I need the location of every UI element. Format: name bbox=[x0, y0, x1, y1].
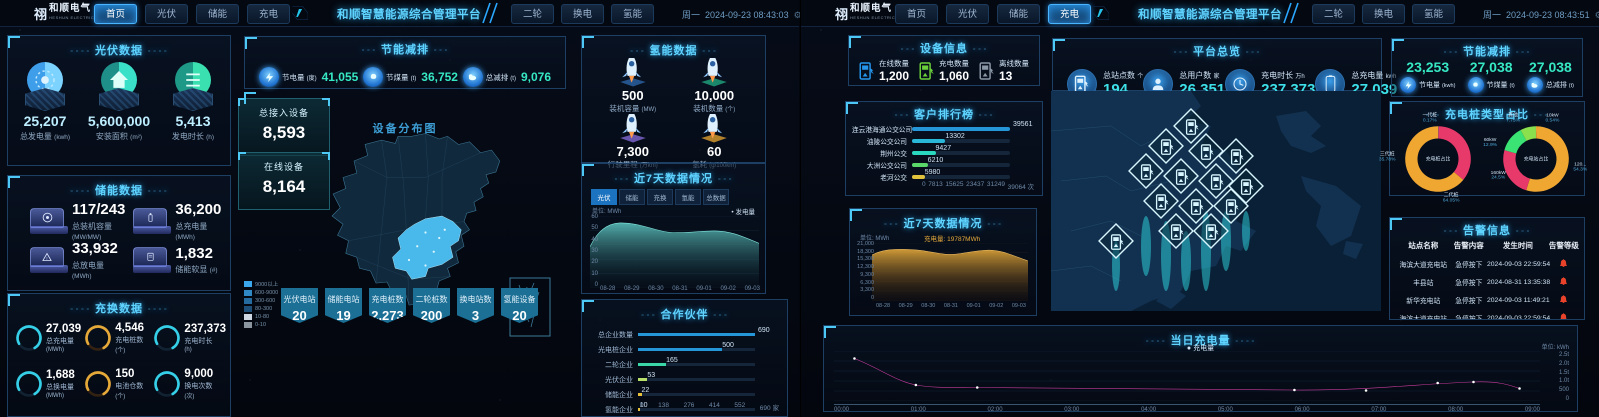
svg-text:12.9%: 12.9% bbox=[1483, 142, 1498, 148]
svg-text:35.78%: 35.78% bbox=[1379, 157, 1396, 163]
svg-text:24.5%: 24.5% bbox=[1491, 175, 1506, 181]
svg-text:10kW: 10kW bbox=[1546, 112, 1559, 118]
svg-text:二代桩: 二代桩 bbox=[1444, 192, 1459, 199]
svg-text:160kW: 160kW bbox=[1491, 170, 1507, 176]
svg-text:7.75%: 7.75% bbox=[1506, 117, 1521, 123]
svg-text:60kW: 60kW bbox=[1484, 137, 1497, 143]
svg-text:充电桩占比: 充电桩占比 bbox=[1426, 156, 1451, 163]
svg-text:三代桩: 三代桩 bbox=[1380, 151, 1395, 158]
svg-text:64.05%: 64.05% bbox=[1443, 198, 1460, 204]
svg-text:充电站占比: 充电站占比 bbox=[1524, 156, 1549, 163]
svg-text:120...: 120... bbox=[1574, 162, 1586, 168]
svg-text:0.54%: 0.54% bbox=[1545, 117, 1560, 123]
svg-text:!: ! bbox=[46, 255, 47, 260]
svg-text:0.17%: 0.17% bbox=[1423, 117, 1438, 123]
svg-text:54.3%: 54.3% bbox=[1573, 166, 1588, 172]
